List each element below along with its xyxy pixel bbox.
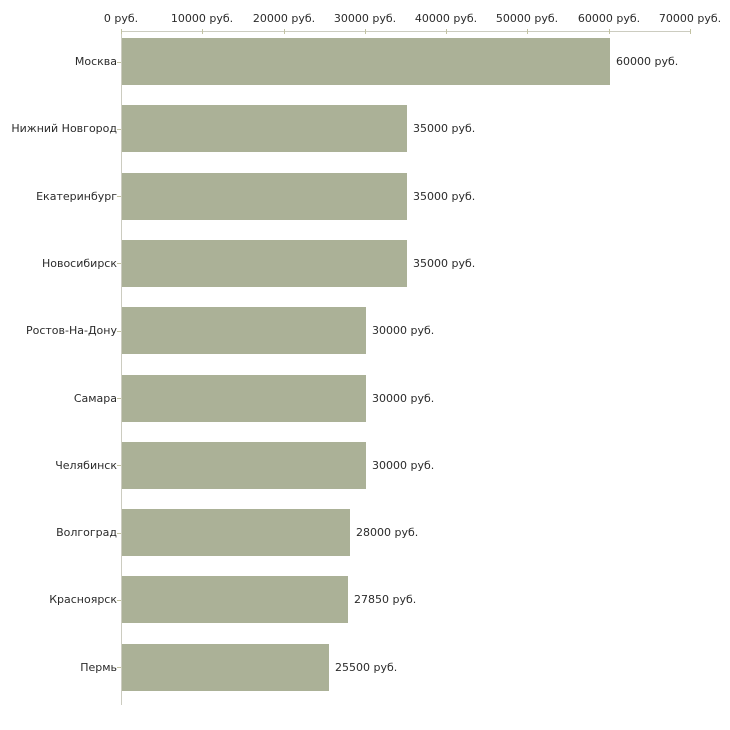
x-tick-label: 40000 руб. xyxy=(414,12,478,25)
category-tick xyxy=(117,667,121,668)
value-label: 30000 руб. xyxy=(372,392,435,405)
x-axis-tick xyxy=(121,29,122,34)
x-axis-tick xyxy=(284,29,285,34)
x-axis-line xyxy=(121,31,691,32)
category-tick xyxy=(117,600,121,601)
category-label: Новосибирск xyxy=(41,257,117,270)
value-label: 60000 руб. xyxy=(616,55,679,68)
x-axis-tick xyxy=(609,29,610,34)
bar xyxy=(122,644,329,691)
x-axis-tick xyxy=(446,29,447,34)
category-label: Нижний Новгород xyxy=(11,122,117,135)
category-tick xyxy=(117,533,121,534)
category-tick xyxy=(117,62,121,63)
category-tick xyxy=(117,331,121,332)
category-label: Волгоград xyxy=(56,526,117,539)
category-tick xyxy=(117,129,121,130)
value-label: 35000 руб. xyxy=(413,122,476,135)
category-label: Челябинск xyxy=(55,459,117,472)
bar xyxy=(122,105,407,152)
value-label: 28000 руб. xyxy=(356,526,419,539)
bar xyxy=(122,509,350,556)
x-axis-tick xyxy=(202,29,203,34)
value-label: 35000 руб. xyxy=(413,190,476,203)
category-label: Ростов-На-Дону xyxy=(25,324,117,337)
x-tick-label: 30000 руб. xyxy=(333,12,397,25)
value-label: 25500 руб. xyxy=(335,661,398,674)
value-label: 35000 руб. xyxy=(413,257,476,270)
category-label: Пермь xyxy=(80,661,117,674)
x-axis-tick xyxy=(527,29,528,34)
bar xyxy=(122,375,366,422)
category-tick xyxy=(117,465,121,466)
bar xyxy=(122,38,610,85)
bar xyxy=(122,240,407,287)
bar xyxy=(122,307,366,354)
x-axis-tick xyxy=(690,29,691,34)
category-tick xyxy=(117,263,121,264)
value-label: 30000 руб. xyxy=(372,459,435,472)
category-label: Екатеринбург xyxy=(36,190,117,203)
x-axis-tick xyxy=(365,29,366,34)
x-tick-label: 10000 руб. xyxy=(170,12,234,25)
category-label: Москва xyxy=(74,55,117,68)
category-label: Красноярск xyxy=(49,593,117,606)
category-tick xyxy=(117,196,121,197)
value-label: 30000 руб. xyxy=(372,324,435,337)
bar xyxy=(122,442,366,489)
x-tick-label: 70000 руб. xyxy=(658,12,722,25)
x-tick-label: 0 руб. xyxy=(103,12,139,25)
bar xyxy=(122,576,348,623)
category-tick xyxy=(117,398,121,399)
x-tick-label: 60000 руб. xyxy=(577,12,641,25)
bar xyxy=(122,173,407,220)
value-label: 27850 руб. xyxy=(354,593,417,606)
x-tick-label: 50000 руб. xyxy=(495,12,559,25)
y-axis-line xyxy=(121,31,122,705)
x-tick-label: 20000 руб. xyxy=(252,12,316,25)
category-label: Самара xyxy=(73,392,117,405)
